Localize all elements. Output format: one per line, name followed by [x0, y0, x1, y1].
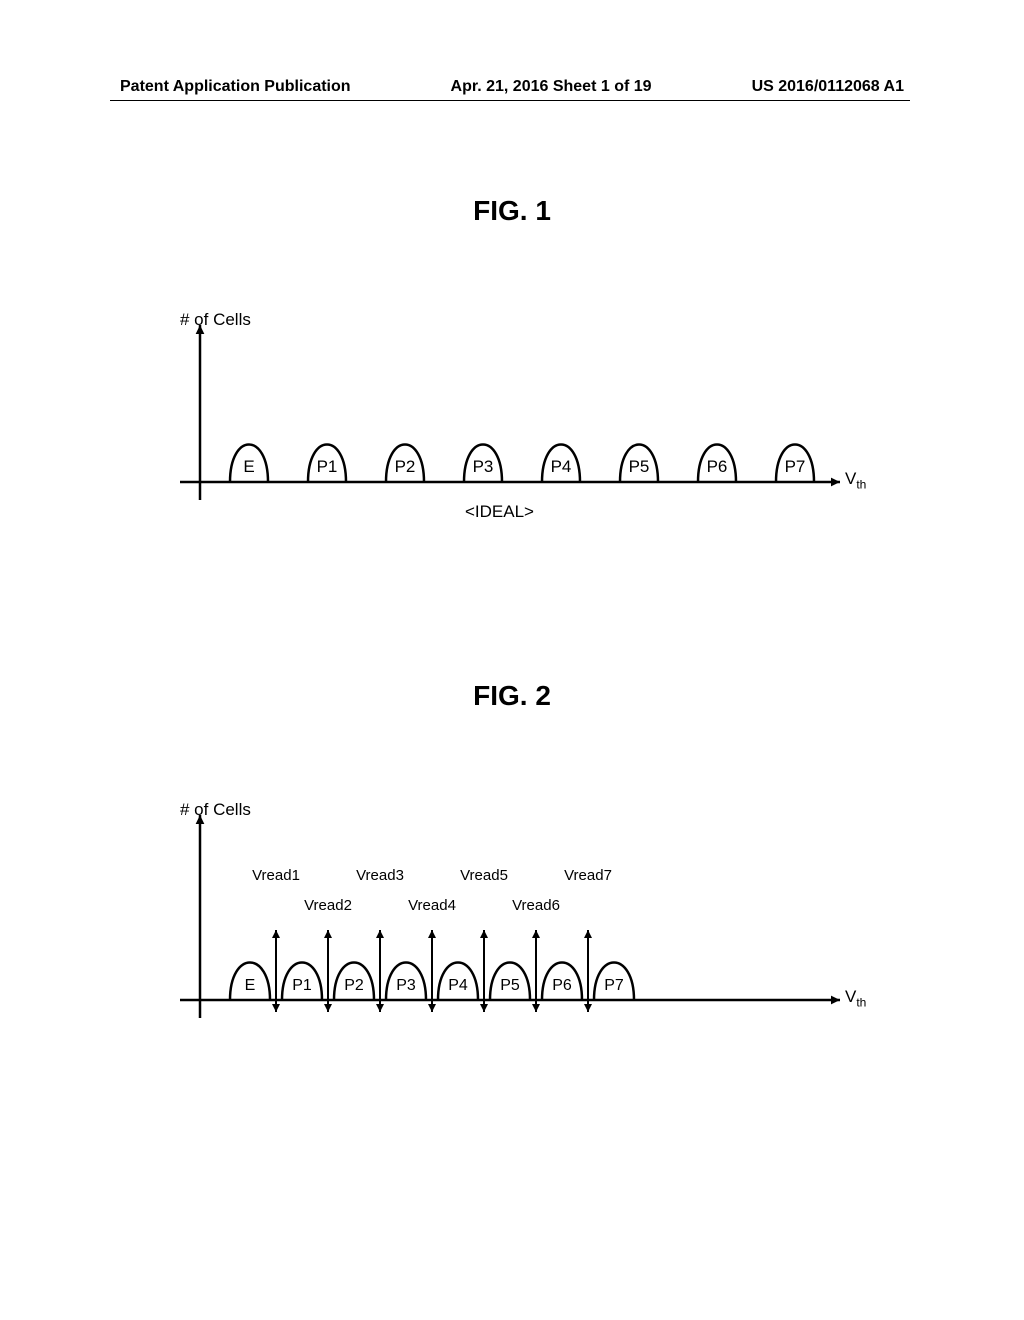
svg-text:P1: P1: [292, 977, 312, 994]
figure-1-chart: # of Cells EP1P2P3P4P5P6P7 Vth <IDEAL>: [160, 310, 860, 560]
svg-text:P3: P3: [396, 977, 416, 994]
fig1-xaxis-label: Vth: [845, 469, 866, 491]
svg-text:E: E: [243, 457, 254, 476]
page-header: Patent Application Publication Apr. 21, …: [0, 78, 1024, 96]
header-right: US 2016/0112068 A1: [752, 78, 904, 96]
svg-text:P1: P1: [317, 457, 338, 476]
fig1-yaxis-label: # of Cells: [180, 310, 251, 330]
svg-text:P5: P5: [629, 457, 650, 476]
svg-text:Vread6: Vread6: [512, 897, 560, 914]
svg-text:Vread2: Vread2: [304, 897, 352, 914]
svg-text:P4: P4: [448, 977, 468, 994]
svg-text:Vread1: Vread1: [252, 867, 300, 884]
svg-text:Vread5: Vread5: [460, 867, 508, 884]
svg-text:P7: P7: [604, 977, 624, 994]
svg-text:Vread4: Vread4: [408, 897, 456, 914]
svg-text:P7: P7: [785, 457, 806, 476]
svg-text:P2: P2: [344, 977, 364, 994]
header-rule: [110, 100, 910, 101]
svg-text:Vread7: Vread7: [564, 867, 612, 884]
svg-text:P5: P5: [500, 977, 520, 994]
svg-text:Vread3: Vread3: [356, 867, 404, 884]
svg-text:E: E: [245, 977, 256, 994]
svg-text:P6: P6: [552, 977, 572, 994]
fig2-xaxis-label: Vth: [845, 987, 866, 1009]
svg-text:P4: P4: [551, 457, 572, 476]
figure-1-title: FIG. 1: [0, 195, 1024, 227]
fig2-yaxis-label: # of Cells: [180, 800, 251, 820]
fig2-svg: EP1P2P3P4P5P6P7Vread1Vread3Vread5Vread7V…: [160, 800, 860, 1050]
svg-text:P3: P3: [473, 457, 494, 476]
header-center: Apr. 21, 2016 Sheet 1 of 19: [451, 78, 652, 96]
svg-text:P6: P6: [707, 457, 728, 476]
svg-text:P2: P2: [395, 457, 416, 476]
header-left: Patent Application Publication: [120, 78, 351, 96]
fig1-ideal-label: <IDEAL>: [465, 502, 534, 522]
figure-2-chart: # of Cells EP1P2P3P4P5P6P7Vread1Vread3Vr…: [160, 800, 860, 1060]
figure-2-title: FIG. 2: [0, 680, 1024, 712]
